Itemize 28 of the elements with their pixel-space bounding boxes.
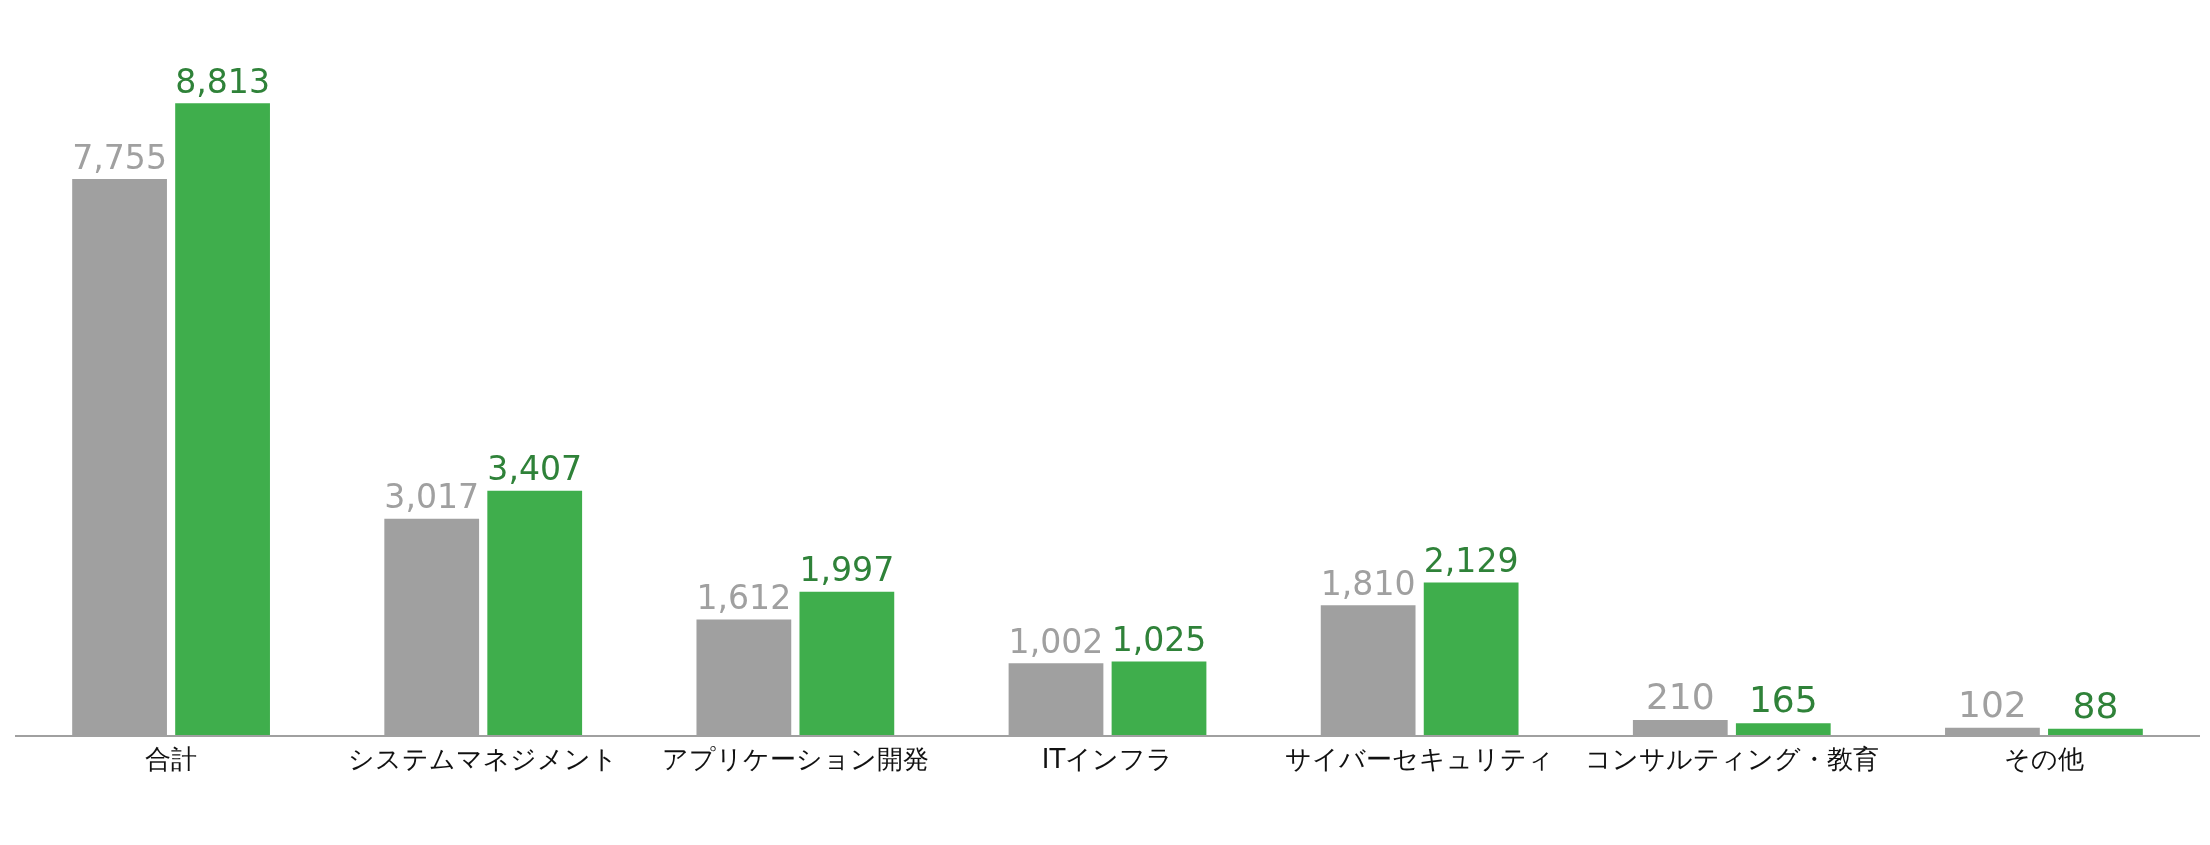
data-label: 1,997 xyxy=(799,550,895,590)
x-tick-label: ITインフラ xyxy=(1041,744,1174,775)
data-label: 102 xyxy=(1958,683,2027,725)
data-label: 165 xyxy=(1748,679,1818,721)
bar xyxy=(799,591,895,735)
data-label: 8,813 xyxy=(175,61,270,101)
data-label: 1,612 xyxy=(696,578,792,618)
x-tick-label: サイバーセキュリティ xyxy=(1285,744,1555,775)
data-label: 3,017 xyxy=(384,477,480,517)
data-label: 3,407 xyxy=(487,449,583,489)
data-label: 7,755 xyxy=(72,137,167,177)
data-label: 210 xyxy=(1645,675,1715,717)
bar xyxy=(2048,728,2143,735)
data-label: 88 xyxy=(2072,684,2119,726)
data-label: 2,129 xyxy=(1423,541,1519,581)
bar xyxy=(1735,723,1831,735)
bar xyxy=(175,103,270,735)
x-tick-label: アプリケーション開発 xyxy=(661,744,929,775)
data-label: 1,810 xyxy=(1320,563,1416,603)
x-tick-label: コンサルティング・教育 xyxy=(1584,744,1879,775)
bar xyxy=(1111,661,1207,735)
x-tick-label: 合計 xyxy=(145,744,198,775)
data-label: 1,002 xyxy=(1008,621,1104,661)
x-tick-label: システムマネジメント xyxy=(348,744,619,775)
bar xyxy=(1423,582,1519,735)
bar xyxy=(487,490,583,735)
x-tick-label: その他 xyxy=(2003,744,2084,775)
data-label: 1,025 xyxy=(1111,620,1207,660)
